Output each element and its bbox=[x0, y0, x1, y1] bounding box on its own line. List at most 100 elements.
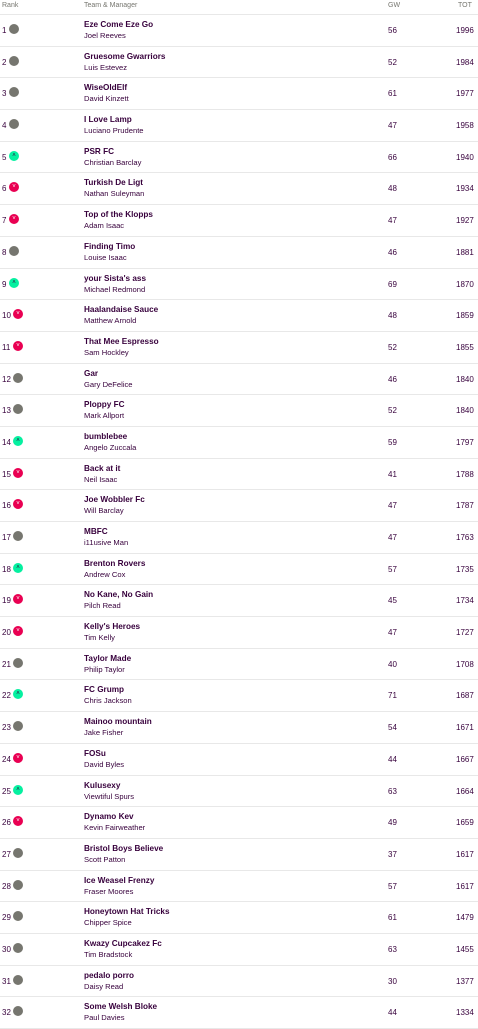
gw-points: 54 bbox=[388, 723, 397, 733]
table-row[interactable]: 32 Some Welsh Bloke Paul Davies 44 1334 bbox=[0, 997, 478, 1029]
table-row[interactable]: 16 ˅ Joe Wobbler Fc Will Barclay 47 1787 bbox=[0, 490, 478, 522]
table-row[interactable]: 18 ˄ Brenton Rovers Andrew Cox 57 1735 bbox=[0, 554, 478, 586]
team-name-link[interactable]: Kulusexy bbox=[84, 780, 121, 790]
rank-number: 1 bbox=[2, 26, 7, 35]
team-name-link[interactable]: Kwazy Cupcakez Fc bbox=[84, 938, 162, 948]
table-row[interactable]: 22 ˄ FC Grump Chris Jackson 71 1687 bbox=[0, 680, 478, 713]
team-name-link[interactable]: Some Welsh Bloke bbox=[84, 1002, 158, 1012]
total-points: 1977 bbox=[456, 89, 474, 99]
team-name-link[interactable]: bumblebee bbox=[84, 431, 128, 441]
gw-points: 61 bbox=[388, 89, 397, 99]
manager-name: Sam Hockley bbox=[84, 347, 129, 357]
team-name-link[interactable]: PSR FC bbox=[84, 146, 115, 156]
chevron-down-icon: ˅ bbox=[9, 214, 19, 225]
team-name-link[interactable]: Taylor Made bbox=[84, 653, 132, 663]
neutral-dot-icon bbox=[13, 372, 23, 383]
team-name-link[interactable]: No Kane, No Gain bbox=[84, 590, 154, 600]
team-name-link[interactable]: Brenton Rovers bbox=[84, 558, 146, 568]
team-name-link[interactable]: Ploppy FC bbox=[84, 400, 125, 410]
table-row[interactable]: 3 WiseOldElf David Kinzett 61 1977 bbox=[0, 78, 478, 111]
table-row[interactable]: 15 ˅ Back at it Neil Isaac 41 1788 bbox=[0, 459, 478, 491]
team-name-link[interactable]: Gar bbox=[84, 368, 99, 378]
table-row[interactable]: 31 pedalo porro Daisy Read 30 1377 bbox=[0, 966, 478, 998]
team-name-link[interactable]: WiseOldElf bbox=[84, 83, 128, 93]
rank-number: 17 bbox=[2, 533, 11, 542]
team-name-link[interactable]: MBFC bbox=[84, 527, 108, 536]
total-points: 1667 bbox=[456, 754, 474, 764]
table-row[interactable]: 12 Gar Gary DeFelice 46 1840 bbox=[0, 364, 478, 396]
manager-name: Philip Taylor bbox=[84, 664, 125, 674]
team-name-link[interactable]: Eze Come Eze Go bbox=[84, 20, 154, 29]
team-name-link[interactable]: Dynamo Kev bbox=[84, 812, 134, 822]
table-row[interactable]: 8 Finding Timo Louise Isaac 46 1881 bbox=[0, 237, 478, 269]
team-name-link[interactable]: Bristol Boys Believe bbox=[84, 843, 164, 853]
table-row[interactable]: 20 ˅ Kelly's Heroes Tim Kelly 47 1727 bbox=[0, 617, 478, 649]
team-name-link[interactable]: your Sista's ass bbox=[84, 273, 147, 283]
gw-points: 37 bbox=[388, 849, 397, 859]
table-row[interactable]: 17 MBFC i11usive Man 47 1763 bbox=[0, 522, 478, 554]
table-row[interactable]: 9 ˄ your Sista's ass Michael Redmond 69 1870 bbox=[0, 269, 478, 301]
rank-number: 8 bbox=[2, 247, 7, 257]
manager-name: Pilch Read bbox=[84, 601, 121, 611]
team-name-link[interactable]: Joe Wobbler Fc bbox=[84, 495, 145, 505]
table-row[interactable]: 1 Eze Come Eze Go Joel Reeves 56 1996 bbox=[0, 15, 478, 47]
manager-name: Jake Fisher bbox=[84, 728, 124, 738]
neutral-dot-icon bbox=[13, 721, 23, 732]
team-name-link[interactable]: pedalo porro bbox=[84, 970, 135, 980]
total-points: 1958 bbox=[456, 121, 474, 131]
team-name-link[interactable]: Back at it bbox=[84, 463, 121, 473]
gw-points: 48 bbox=[388, 311, 397, 321]
neutral-dot-icon bbox=[9, 24, 19, 34]
table-row[interactable]: 30 Kwazy Cupcakez Fc Tim Bradstock 63 1455 bbox=[0, 934, 478, 966]
gw-points: 52 bbox=[388, 57, 397, 67]
chevron-up-icon: ˄ bbox=[13, 784, 23, 795]
table-row[interactable]: 4 I Love Lamp Luciano Prudente 47 1958 bbox=[0, 110, 478, 142]
manager-name: Tim Bradstock bbox=[84, 949, 133, 959]
neutral-dot-icon bbox=[9, 87, 19, 98]
chevron-up-icon: ˄ bbox=[13, 435, 23, 446]
team-name-link[interactable]: Turkish De Ligt bbox=[84, 178, 143, 188]
rank-number: 13 bbox=[2, 406, 11, 416]
table-row[interactable]: 6 ˅ Turkish De Ligt Nathan Suleyman 48 1934 bbox=[0, 173, 478, 206]
gw-points: 63 bbox=[388, 786, 397, 796]
table-row[interactable]: 2 Gruesome Gwarriors Luis Estevez 52 1984 bbox=[0, 47, 478, 79]
gw-points: 57 bbox=[388, 564, 397, 574]
table-row[interactable]: 19 ˅ No Kane, No Gain Pilch Read 45 1734 bbox=[0, 585, 478, 618]
team-name-link[interactable]: Top of the Klopps bbox=[84, 210, 153, 220]
total-points: 1377 bbox=[456, 976, 474, 986]
gw-points: 49 bbox=[388, 818, 397, 828]
table-row[interactable]: 5 ˄ PSR FC Christian Barclay 66 1940 bbox=[0, 142, 478, 174]
gw-points: 47 bbox=[388, 121, 397, 131]
team-name-link[interactable]: FOSu bbox=[84, 748, 106, 758]
table-row[interactable]: 28 Ice Weasel Frenzy Fraser Moores 57 1617 bbox=[0, 871, 478, 903]
rank-number: 12 bbox=[2, 374, 11, 384]
neutral-dot-icon bbox=[13, 974, 23, 985]
table-row[interactable]: 10 ˅ Haalandaise Sauce Matthew Arnold 48 1859 bbox=[0, 300, 478, 332]
total-points: 1881 bbox=[456, 247, 474, 257]
team-name-link[interactable]: Gruesome Gwarriors bbox=[84, 51, 166, 61]
table-row[interactable]: 7 ˅ Top of the Klopps Adam Isaac 47 1927 bbox=[0, 205, 478, 237]
team-name-link[interactable]: Honeytown Hat Tricks bbox=[84, 907, 170, 917]
team-name-link[interactable]: Haalandaise Sauce bbox=[84, 305, 159, 315]
table-row[interactable]: 14 ˄ bumblebee Angelo Zuccala 59 1797 bbox=[0, 427, 478, 459]
table-row[interactable]: 26 ˅ Dynamo Kev Kevin Fairweather 49 1659 bbox=[0, 807, 478, 839]
neutral-dot-icon bbox=[13, 404, 23, 415]
table-row[interactable]: 21 Taylor Made Philip Taylor 40 1708 bbox=[0, 649, 478, 681]
team-name-link[interactable]: Kelly's Heroes bbox=[84, 622, 141, 632]
table-row[interactable]: 23 Mainoo mountain Jake Fisher 54 1671 bbox=[0, 712, 478, 744]
table-row[interactable]: 11 ˅ That Mee Espresso Sam Hockley 52 1855 bbox=[0, 332, 478, 364]
manager-name: Kevin Fairweather bbox=[84, 823, 146, 833]
team-name-link[interactable]: Finding Timo bbox=[84, 241, 136, 251]
table-row[interactable]: 27 Bristol Boys Believe Scott Patton 37 1617 bbox=[0, 839, 478, 871]
team-name-link[interactable]: I Love Lamp bbox=[84, 115, 132, 125]
team-name-link[interactable]: FC Grump bbox=[84, 685, 125, 695]
team-name-link[interactable]: That Mee Espresso bbox=[84, 336, 159, 346]
table-row[interactable]: 24 ˅ FOSu David Byles 44 1667 bbox=[0, 744, 478, 776]
total-points: 1870 bbox=[456, 279, 474, 289]
table-row[interactable]: 25 ˄ Kulusexy Viewtiful Spurs 63 1664 bbox=[0, 776, 478, 808]
table-row[interactable]: 29 Honeytown Hat Tricks Chipper Spice 61 147… bbox=[0, 902, 478, 934]
team-name-link[interactable]: Mainoo mountain bbox=[84, 717, 152, 727]
table-row[interactable]: 13 Ploppy FC Mark Allport 52 1840 bbox=[0, 395, 478, 427]
team-name-link[interactable]: Ice Weasel Frenzy bbox=[84, 875, 155, 885]
